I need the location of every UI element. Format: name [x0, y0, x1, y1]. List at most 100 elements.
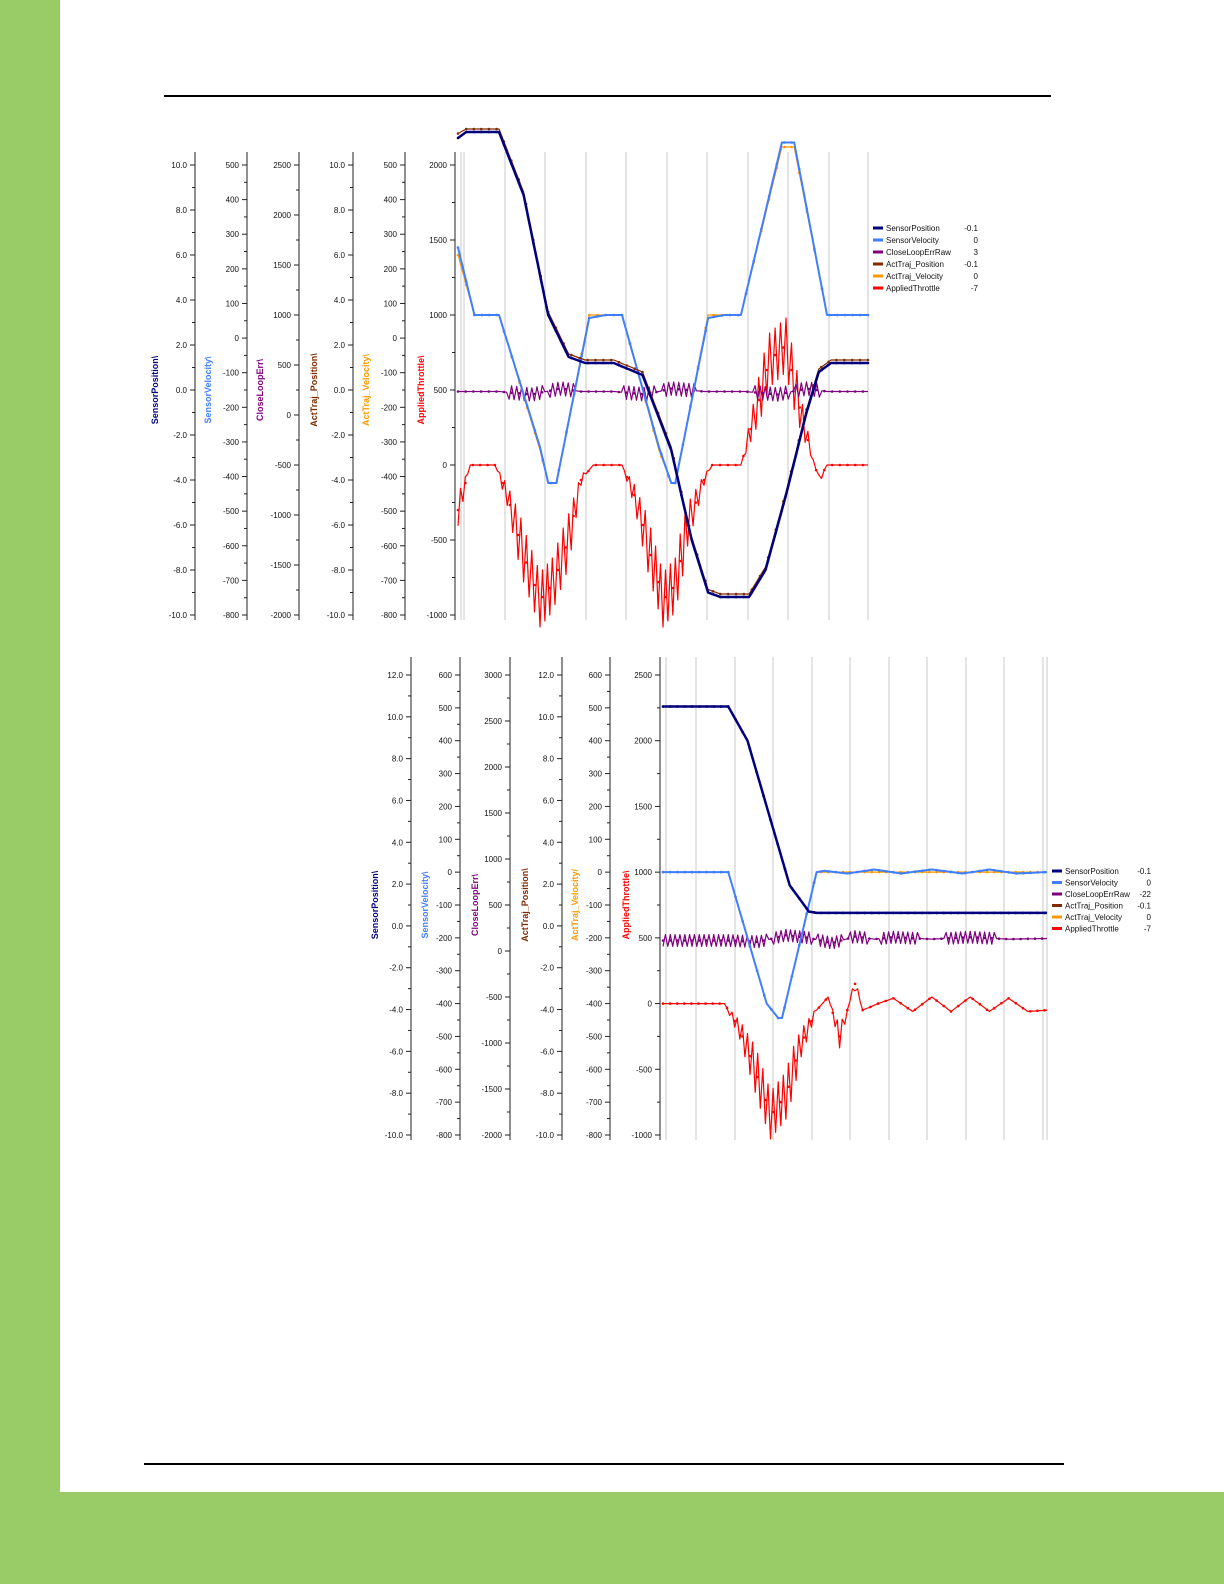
tick-label: 0.0 — [392, 922, 404, 931]
data-point — [1043, 911, 1046, 915]
data-point — [456, 390, 460, 393]
series-acttraj_position — [661, 705, 1047, 915]
tick-label: 500 — [489, 901, 503, 910]
data-point — [640, 392, 643, 396]
data-point — [564, 388, 567, 391]
data-point — [838, 390, 842, 393]
data-point — [533, 429, 537, 432]
data-point — [741, 730, 744, 734]
data-point — [755, 969, 759, 972]
data-point — [978, 869, 981, 873]
axis-acttraj_position: 10.0 8.0 6.0 4.0 2.0 0.0 -2.0 -4.0 -6.0 -8.0 -10.0… — [309, 152, 354, 620]
series-line — [457, 317, 868, 628]
page-corner — [60, 1462, 1224, 1492]
data-point — [464, 481, 467, 485]
data-point — [669, 705, 672, 708]
data-point — [671, 586, 675, 590]
data-point — [633, 367, 636, 371]
data-point — [572, 514, 575, 518]
data-point — [683, 939, 687, 942]
data-point — [761, 391, 764, 395]
data-point — [487, 130, 491, 134]
data-point — [587, 316, 591, 320]
grid — [665, 657, 1048, 1140]
data-point — [556, 568, 560, 572]
data-point — [1021, 911, 1025, 915]
data-point — [578, 356, 581, 360]
axis-title-sensorposition: SensorPosition\ — [370, 870, 380, 939]
data-point — [992, 1006, 996, 1010]
tick-label: -8.0 — [540, 1089, 554, 1098]
tick-label: -700 — [381, 576, 398, 585]
data-point — [690, 939, 694, 942]
data-point — [942, 1004, 946, 1008]
data-point — [734, 939, 737, 943]
data-point — [487, 390, 491, 393]
legend-label: AppliedThrottle — [1065, 925, 1119, 934]
data-point — [733, 1019, 736, 1023]
data-point — [661, 705, 665, 708]
data-point — [830, 390, 834, 393]
data-point — [805, 207, 809, 211]
tick-label: 300 — [439, 770, 453, 779]
data-point — [770, 1008, 773, 1011]
data-point — [877, 868, 881, 872]
tick-label: -600 — [223, 542, 240, 551]
tick-label: -100 — [436, 901, 453, 910]
data-point — [570, 353, 573, 357]
tick-label: -1000 — [632, 1131, 653, 1140]
data-point — [833, 941, 836, 944]
data-point — [644, 398, 647, 402]
tick-label: 8.0 — [334, 206, 346, 215]
tick-label: -400 — [436, 1000, 453, 1009]
data-point — [632, 392, 636, 395]
data-point — [720, 314, 724, 317]
series-appliedthrottle — [456, 317, 868, 628]
data-point — [760, 227, 763, 231]
data-point — [715, 390, 719, 393]
tick-label: -700 — [223, 576, 240, 585]
data-point — [835, 361, 838, 365]
data-point — [517, 392, 521, 395]
data-point — [525, 404, 529, 408]
legend-value: -0.1 — [1137, 902, 1151, 911]
tick-label: -200 — [586, 934, 603, 943]
tick-label: 2000 — [484, 763, 502, 772]
tick-label: -10.0 — [385, 1131, 404, 1140]
legend-value: -7 — [971, 284, 979, 293]
data-point — [746, 390, 749, 394]
tick-label: -6.0 — [540, 1047, 554, 1056]
data-point — [612, 313, 616, 317]
data-point — [913, 911, 917, 915]
data-point — [866, 361, 870, 365]
tick-label: 6.0 — [334, 251, 346, 260]
tick-label: 2.0 — [176, 341, 188, 350]
legend-value: -0.1 — [964, 260, 978, 269]
data-point — [843, 313, 847, 317]
tick-label: 0 — [287, 411, 292, 420]
data-point — [486, 463, 489, 467]
data-point — [839, 939, 843, 942]
data-point — [794, 1059, 798, 1062]
data-point — [798, 943, 801, 947]
legend-value: 0 — [1147, 879, 1152, 888]
axis-sensorvelocity: 600 500 400 300 200 100 0 -100 -200 -300 -400 -500 -… — [420, 657, 461, 1140]
data-point — [764, 1098, 767, 1102]
legend: SensorPosition -0.1 SensorVelocity 0 CloseLo… — [1052, 867, 1152, 934]
legend-value: -0.1 — [964, 224, 978, 233]
data-point — [660, 452, 663, 456]
data-point — [508, 503, 512, 507]
data-point — [501, 481, 504, 485]
data-point — [985, 911, 989, 915]
data-point — [978, 911, 982, 915]
data-point — [736, 313, 740, 317]
data-point — [827, 363, 830, 367]
axis-title-acttraj_position: ActTraj_Position\ — [309, 353, 319, 427]
tick-label: 0 — [648, 1000, 653, 1009]
data-point — [669, 939, 672, 942]
axis-title-acttraj_position: ActTraj_Position\ — [520, 868, 530, 942]
axis-title-sensorvelocity: SensorVelocity\ — [203, 356, 213, 424]
data-point — [752, 259, 755, 263]
tick-label: 1000 — [484, 855, 502, 864]
data-point — [625, 391, 628, 395]
